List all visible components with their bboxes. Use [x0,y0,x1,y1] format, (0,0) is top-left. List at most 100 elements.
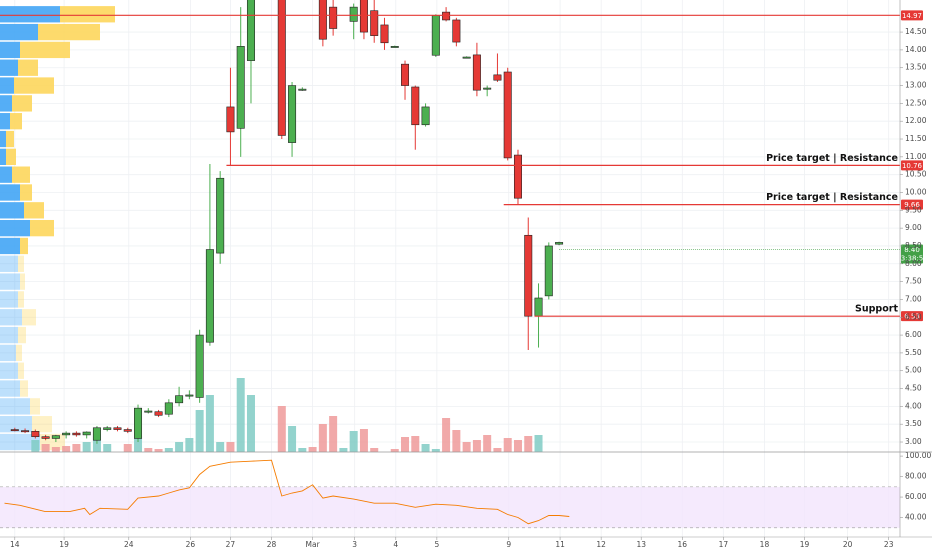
candle-body [185,394,194,397]
volume-bar [452,430,461,452]
price-tag-label: 9.66 [904,201,920,209]
volume-bar [41,444,50,452]
y-tick-label: 11.00 [905,152,927,161]
profile-buy [0,6,60,23]
candle-body [216,177,225,254]
rsi-pane: 100.00 80.00 60.00 40.00 [0,451,931,529]
volume-bar [277,406,286,452]
price-tag-label: 10.76 [902,162,923,170]
profile-sell [20,41,70,59]
profile-buy [0,309,22,326]
candle-body [82,431,91,436]
candle-body [503,71,512,159]
volume-bar [411,436,420,452]
profile-buy [0,380,20,397]
y-tick-label: 5.00 [905,366,922,375]
volume-bar [493,448,502,452]
candle-body [21,430,30,433]
volume-bar [472,440,481,452]
x-tick-label: 13 [636,540,646,549]
candle-body [524,234,533,317]
last-price-label: 8.40 [904,246,920,254]
y-tick-label: 4.00 [905,401,922,410]
annotation: Price target | Resistance [766,153,898,164]
profile-sell [6,148,16,166]
profile-buy [0,398,30,415]
candle-body [226,106,235,133]
rsi-tick-label: 100.00 [905,451,931,460]
x-tick-label: 18 [760,540,770,549]
countdown-label: 03:38:54 [896,255,928,263]
x-tick-label: 17 [719,540,729,549]
volume-bar [51,447,60,452]
x-tick-label: 27 [226,540,236,549]
profile-buy [0,362,18,379]
profile-sell [38,23,100,41]
candle-body [370,10,379,36]
y-tick-label: 13.50 [905,63,927,72]
candle-body [401,63,410,86]
volume-bar [175,442,184,452]
volume-bar [144,448,153,452]
candle-body [195,334,204,398]
volume-bar [31,440,40,452]
profile-sell [20,380,28,397]
candles [10,0,564,444]
profile-buy [0,166,12,183]
candle-body [246,0,255,61]
x-tick-label: 9 [506,540,511,549]
rsi-band [0,486,900,528]
volume-bar [442,418,451,452]
y-tick-label: 12.00 [905,116,927,125]
candle-body [113,427,122,430]
profile-buy [0,59,18,76]
y-tick-label: 7.50 [905,277,922,286]
y-tick-label: 3.00 [905,437,922,446]
price-tag [901,160,923,171]
candle-body [555,242,564,245]
profile-buy [0,148,6,166]
candle-body [442,11,451,21]
y-tick-label: 4.50 [905,384,922,393]
candle-body [349,6,358,22]
volume-bar [513,440,522,452]
annotation: Support [855,304,898,315]
candle-body [421,106,430,126]
profile-buy [0,291,18,308]
candle-body [103,427,112,430]
y-tick-label: 14.00 [905,45,927,54]
profile-sell [18,59,38,76]
candle-body [31,431,40,437]
profile-buy [0,77,14,94]
y-tick-label: 8.00 [905,259,922,268]
price-tag [901,199,923,210]
candle-body [544,245,553,297]
volume-bar [339,448,348,452]
candle-body [92,427,101,441]
volume-bar [226,442,235,452]
volume-bar [216,442,225,452]
candle-body [411,86,420,126]
profile-buy [0,95,12,112]
x-tick-label: 3 [352,540,357,549]
candle-body [452,19,461,43]
y-tick-label: 9.00 [905,223,922,232]
volume-bar [246,395,255,452]
profile-buy [0,416,32,433]
volume-bar [390,449,399,452]
profile-buy [0,344,16,362]
profile-sell [14,77,54,94]
profile-sell [24,202,44,219]
candle-body [380,24,389,44]
profile-buy [0,130,6,148]
profile-sell [30,398,40,415]
candle-body [134,407,143,439]
candle-body [288,85,297,143]
volume-bar [431,449,440,452]
candle-body [72,432,81,436]
grid [0,0,900,537]
profile-buy [0,202,24,219]
volume-bar [195,410,204,452]
